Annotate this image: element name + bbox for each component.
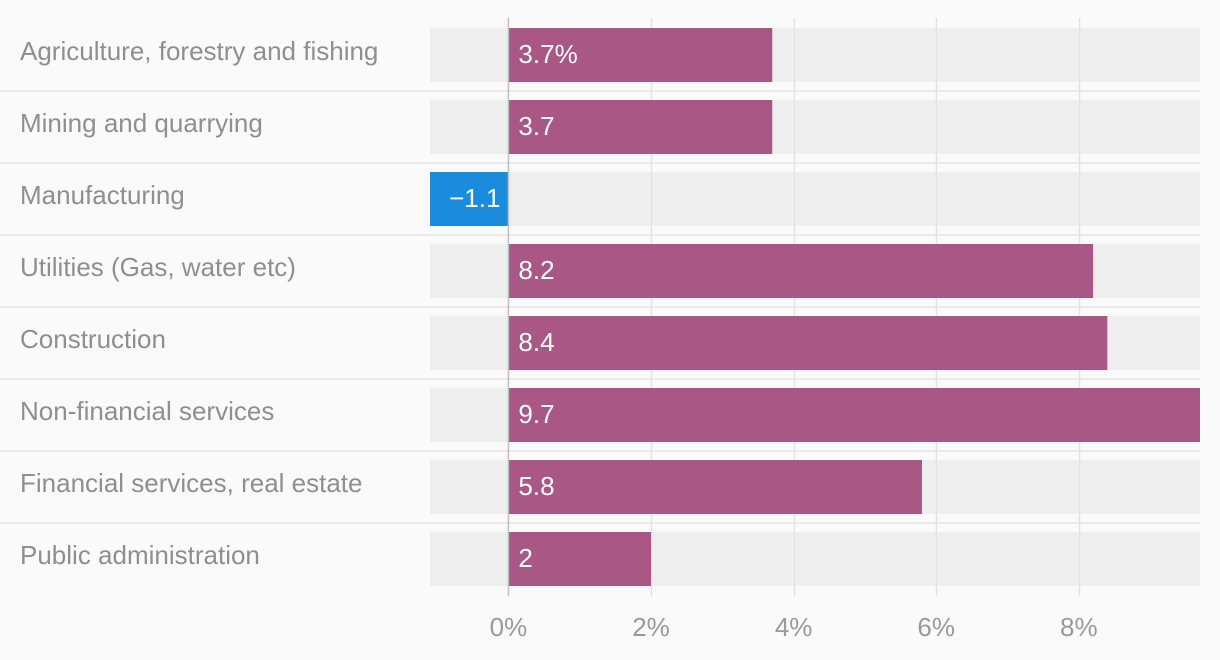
value-labels: 3.7% 3.7 −1.1 8.2 8.4 9.7 5.8 2 xyxy=(449,39,578,573)
bar-non-financial-services xyxy=(508,388,1201,442)
category-label-mining-and-quarrying: Mining and quarrying xyxy=(20,108,263,138)
x-tick-label-0: 0% xyxy=(490,612,528,642)
category-label-manufacturing: Manufacturing xyxy=(20,180,185,210)
x-axis-ticks: 0% 2% 4% 6% 8% xyxy=(490,612,1098,642)
value-label-construction: 8.4 xyxy=(518,327,554,357)
category-label-construction: Construction xyxy=(20,324,166,354)
bar-mining-and-quarrying xyxy=(508,100,773,154)
bar-public-administration xyxy=(508,532,652,586)
bar-agriculture-forestry-and-fishing xyxy=(508,28,773,82)
category-labels: Agriculture, forestry and fishing Mining … xyxy=(20,36,378,570)
category-label-agriculture-forestry-and-fishing: Agriculture, forestry and fishing xyxy=(20,36,378,66)
x-tick-label-2: 2% xyxy=(632,612,670,642)
value-label-public-administration: 2 xyxy=(518,543,532,573)
value-label-agriculture-forestry-and-fishing: 3.7% xyxy=(518,39,577,69)
value-label-manufacturing: −1.1 xyxy=(449,183,500,213)
x-tick-label-6: 6% xyxy=(917,612,955,642)
bars xyxy=(430,28,1201,586)
x-tick-label-8: 8% xyxy=(1060,612,1098,642)
value-label-utilities-gas-water-etc: 8.2 xyxy=(518,255,554,285)
bar-utilities-gas-water-etc xyxy=(508,244,1094,298)
category-label-non-financial-services: Non-financial services xyxy=(20,396,274,426)
category-label-public-administration: Public administration xyxy=(20,540,260,570)
category-label-utilities-gas-water-etc: Utilities (Gas, water etc) xyxy=(20,252,296,282)
category-label-financial-services-real-estate: Financial services, real estate xyxy=(20,468,362,498)
value-label-mining-and-quarrying: 3.7 xyxy=(518,111,554,141)
row-separators xyxy=(0,90,1200,524)
x-tick-label-4: 4% xyxy=(775,612,813,642)
bar-financial-services-real-estate xyxy=(508,460,922,514)
row-track-manufacturing xyxy=(430,172,1200,226)
bar-construction xyxy=(508,316,1108,370)
bar-manufacturing xyxy=(430,172,509,226)
value-label-non-financial-services: 9.7 xyxy=(518,399,554,429)
value-label-financial-services-real-estate: 5.8 xyxy=(518,471,554,501)
